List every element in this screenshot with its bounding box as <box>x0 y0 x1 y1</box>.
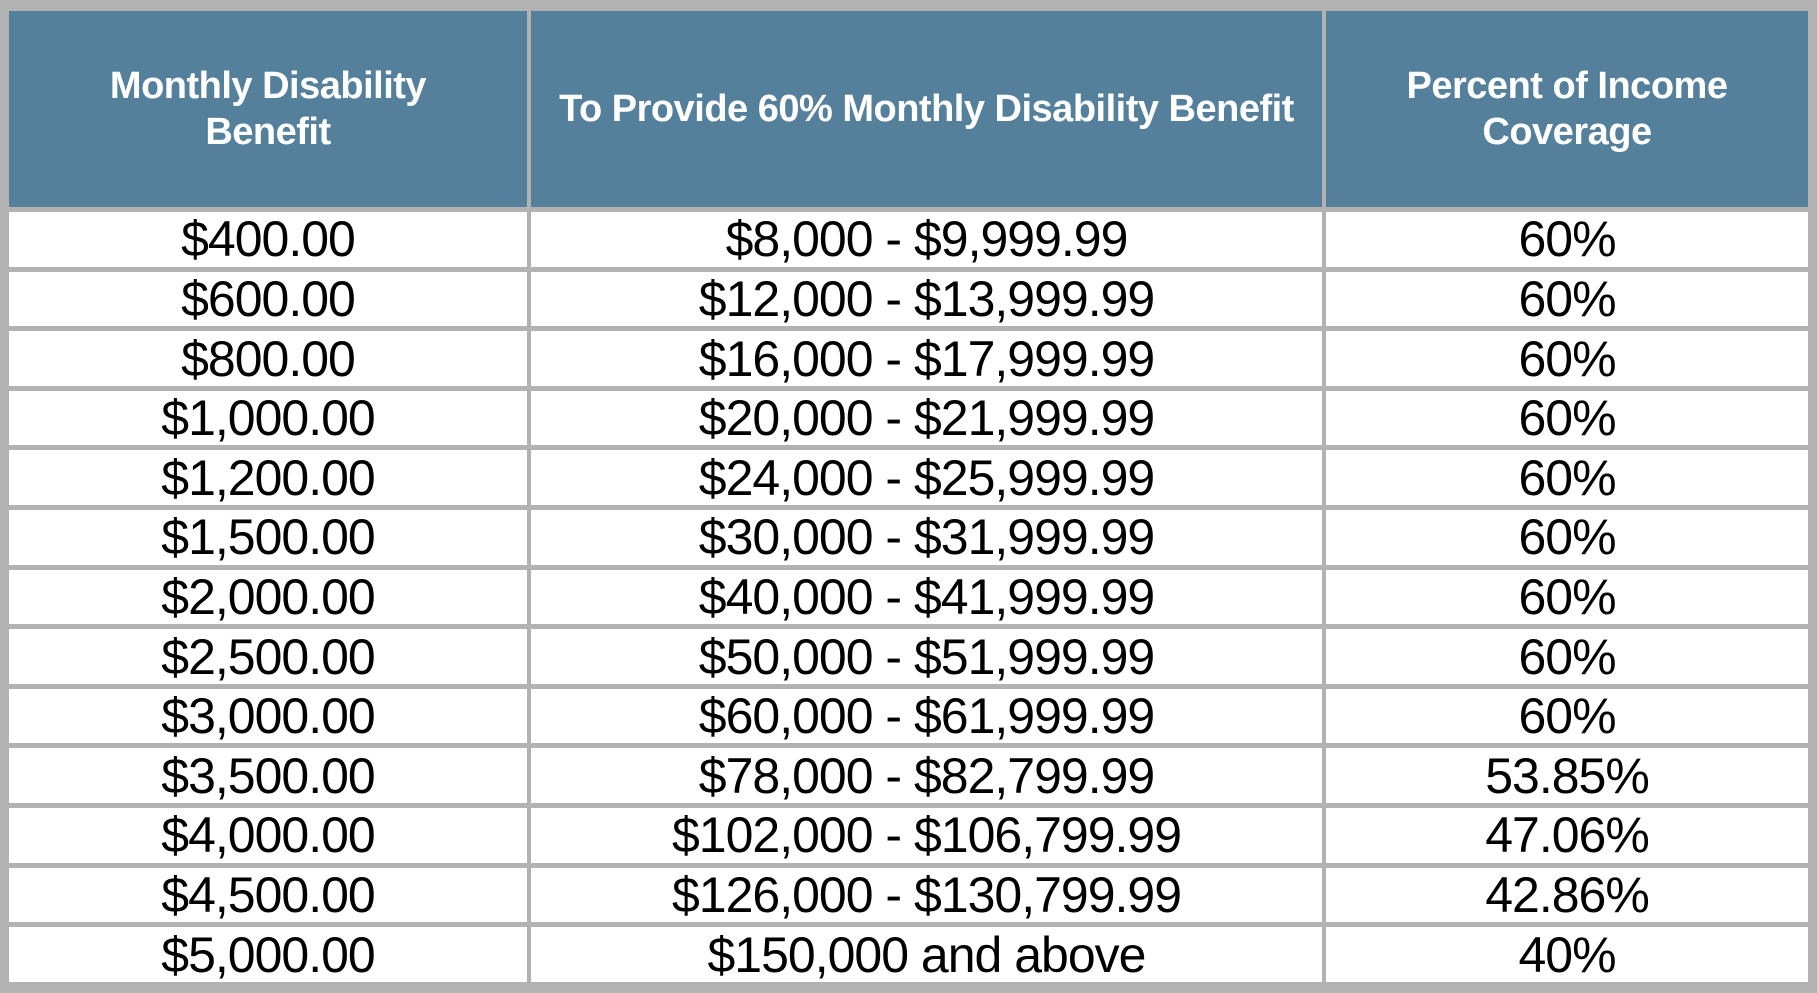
column-header-label: Percent of Income Coverage <box>1406 64 1728 153</box>
table-cell: $24,000 - $25,999.99 <box>531 450 1322 506</box>
table-cell: $2,500.00 <box>9 629 527 684</box>
table-cell: $60,000 - $61,999.99 <box>531 688 1322 744</box>
header-row: Monthly Disability Benefit To Provide 60… <box>9 11 1808 207</box>
table-cell: $30,000 - $31,999.99 <box>531 510 1322 565</box>
table-body: $400.00 $8,000 - $9,999.99 60% $600.00 $12,0… <box>9 212 1808 982</box>
table-row: $5,000.00 $150,000 and above 40% <box>9 927 1808 982</box>
table-cell: 60% <box>1326 331 1808 386</box>
table-cell: 60% <box>1326 271 1808 327</box>
table-cell: $150,000 and above <box>531 927 1322 982</box>
table-row: $2,500.00 $50,000 - $51,999.99 60% <box>9 629 1808 684</box>
table-cell: 60% <box>1326 450 1808 506</box>
table-cell: $4,500.00 <box>9 867 527 923</box>
table-cell: 60% <box>1326 212 1808 267</box>
table-cell: 60% <box>1326 510 1808 565</box>
table-cell: $16,000 - $17,999.99 <box>531 331 1322 386</box>
table-row: $1,000.00 $20,000 - $21,999.99 60% <box>9 390 1808 446</box>
table-row: $1,500.00 $30,000 - $31,999.99 60% <box>9 510 1808 565</box>
table-cell: $1,200.00 <box>9 450 527 506</box>
table-cell: $600.00 <box>9 271 527 327</box>
table-cell: $12,000 - $13,999.99 <box>531 271 1322 327</box>
table-cell: 60% <box>1326 569 1808 625</box>
table-cell: $3,000.00 <box>9 688 527 744</box>
table-cell: 42.86% <box>1326 867 1808 923</box>
column-header-monthly-disability-benefit: Monthly Disability Benefit <box>9 11 527 207</box>
table-cell: 40% <box>1326 927 1808 982</box>
table-cell: $8,000 - $9,999.99 <box>531 212 1322 267</box>
table-cell: $5,000.00 <box>9 927 527 982</box>
table-row: $4,500.00 $126,000 - $130,799.99 42.86% <box>9 867 1808 923</box>
table-cell: 47.06% <box>1326 808 1808 863</box>
table-cell: 60% <box>1326 629 1808 684</box>
table-cell: $2,000.00 <box>9 569 527 625</box>
table-row: $800.00 $16,000 - $17,999.99 60% <box>9 331 1808 386</box>
table-cell: $126,000 - $130,799.99 <box>531 867 1322 923</box>
table-row: $3,000.00 $60,000 - $61,999.99 60% <box>9 688 1808 744</box>
table-cell: $20,000 - $21,999.99 <box>531 390 1322 446</box>
table-cell: $102,000 - $106,799.99 <box>531 808 1322 863</box>
table-cell: $1,500.00 <box>9 510 527 565</box>
table-cell: $1,000.00 <box>9 390 527 446</box>
table-row: $2,000.00 $40,000 - $41,999.99 60% <box>9 569 1808 625</box>
table-cell: $400.00 <box>9 212 527 267</box>
table-row: $600.00 $12,000 - $13,999.99 60% <box>9 271 1808 327</box>
table-cell: $50,000 - $51,999.99 <box>531 629 1322 684</box>
column-header-percent-of-income-coverage: Percent of Income Coverage <box>1326 11 1808 207</box>
table-cell: $78,000 - $82,799.99 <box>531 748 1322 804</box>
table-row: $400.00 $8,000 - $9,999.99 60% <box>9 212 1808 267</box>
table-row: $4,000.00 $102,000 - $106,799.99 47.06% <box>9 808 1808 863</box>
table-cell: 60% <box>1326 688 1808 744</box>
column-header-label: Monthly Disability Benefit <box>109 64 427 153</box>
table-row: $3,500.00 $78,000 - $82,799.99 53.85% <box>9 748 1808 804</box>
table-cell: 53.85% <box>1326 748 1808 804</box>
table-cell: $4,000.00 <box>9 808 527 863</box>
column-header-to-provide-60-percent: To Provide 60% Monthly Disability Benefi… <box>531 11 1322 207</box>
table-row: $1,200.00 $24,000 - $25,999.99 60% <box>9 450 1808 506</box>
table-cell: 60% <box>1326 390 1808 446</box>
table-cell: $3,500.00 <box>9 748 527 804</box>
table-cell: $40,000 - $41,999.99 <box>531 569 1322 625</box>
column-header-label: To Provide 60% Monthly Disability Benefi… <box>559 87 1294 130</box>
table-cell: $800.00 <box>9 331 527 386</box>
disability-benefit-table: Monthly Disability Benefit To Provide 60… <box>5 6 1812 987</box>
